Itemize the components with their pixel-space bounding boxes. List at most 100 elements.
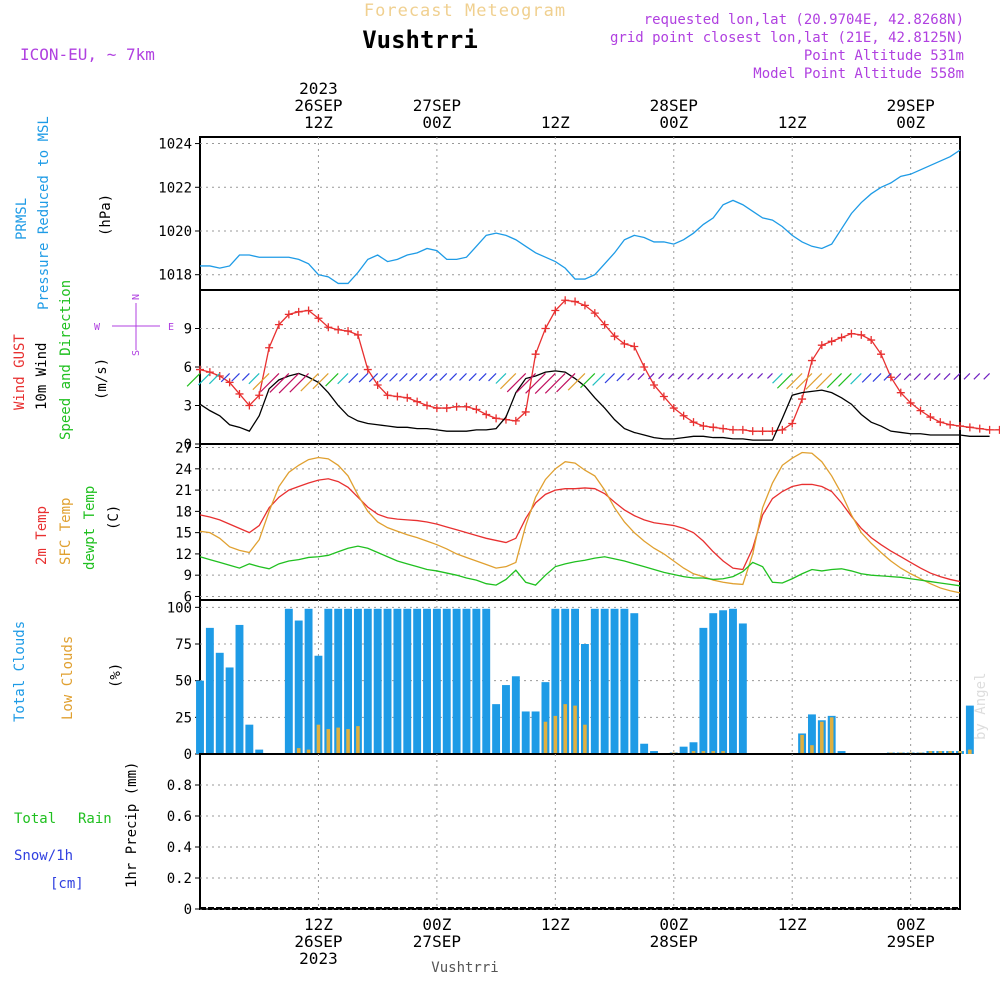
total-cloud-bar [590,608,599,754]
low-cloud-bar [928,751,933,754]
total-cloud-bar [630,613,639,754]
time-label: 29SEP [887,96,935,115]
gust-point [965,423,974,432]
clouds-frame [199,599,961,755]
gust-point [620,339,629,348]
wind-arrow [197,372,211,386]
wind-arrow [300,372,319,392]
y-tick-label: 1020 [158,224,192,240]
gust-point [452,402,461,411]
gust-point [719,424,728,433]
y-tick-label: 18 [175,504,192,520]
total-cloud-bar [729,608,737,754]
gust-point [837,333,846,342]
low-cloud-bar [810,745,814,754]
y-tick-label: 6 [184,360,192,376]
wind-arrow [772,372,783,384]
y-tick-label: 9 [184,322,192,338]
wind-arrow [506,372,527,393]
gust-point [235,389,244,398]
wind-arrow [325,372,339,387]
gust-point [906,398,915,407]
gust-point [225,378,234,387]
total-cloud-bar [383,608,392,754]
rain-label: Rain [78,811,112,827]
wind10m-label: 10m Wind [34,343,50,410]
wind-arrow [637,372,645,381]
wind-panel: 0 3 6 9 [184,289,1000,453]
temp-panel: 6 9 12 15 18 21 24 27 [175,441,961,605]
temp-unit: (C) [106,505,122,530]
time-label: 26SEP [294,932,342,951]
wind-arrow [358,372,369,383]
gust-point [886,373,895,382]
y-tick-label: 1024 [158,137,192,153]
wind-arrow [337,372,349,385]
time-label: 00Z [422,113,451,132]
total-cloud-bar [373,608,382,754]
pressure-frame [199,136,961,291]
total-cloud-bar [452,608,461,754]
time-label: 12Z [541,915,570,934]
total-cloud-bar [492,704,501,754]
wind-arrow [269,372,290,393]
compass-s: S [131,350,142,356]
gust-point [383,391,392,400]
gust-point [432,404,441,413]
gust-point [511,416,520,425]
wind-arrow [278,372,300,394]
gust-point [284,310,293,319]
gust-point [590,309,599,318]
wind-arrow [883,372,892,381]
y-tick-label: 9 [184,568,192,584]
wind-arrow [459,372,467,381]
total-cloud-bar [521,711,530,754]
wind-arrow [592,372,606,386]
y-tick-label: 12 [175,547,192,563]
wind-arrow [220,372,231,383]
total-cloud-bar [640,743,649,754]
wind-arrow [747,372,754,379]
gust-point [630,342,639,351]
gust-point [728,425,737,434]
y-tick-label: 21 [175,483,192,499]
gust-point [995,425,1000,434]
wind-arrow [923,372,931,381]
wind-arrow [478,372,487,382]
wind-arrow [627,372,635,381]
wind-arrow [429,372,438,382]
y-tick-label: 50 [175,674,192,690]
wind-arrow [677,372,685,380]
gust-point [827,337,836,346]
total-cloud-bar [363,608,372,754]
wind-arrow [534,372,556,395]
wind-arrow [668,372,675,380]
wind-arrow [805,372,823,390]
low-cloud-bar [563,704,567,754]
time-label: 26SEP [294,96,342,115]
pressure-panel: 1018 1020 1022 1024 [158,136,961,291]
wind-arrow [658,372,665,380]
gust-point [847,329,856,338]
total-cloud-bar [620,608,629,754]
wind-arrow [973,372,981,380]
total-cloud-bar [709,613,718,754]
wind-arrow [737,372,744,380]
y-tick-label: 75 [175,637,192,653]
wind-arrow [449,372,458,381]
total-cloud-bar [541,682,550,754]
wind-arrow [838,372,852,387]
total-cloud-bar [432,608,441,754]
wind-arrow [697,372,704,380]
wind-arrow [826,372,842,389]
gust-point [610,332,619,341]
gust-point [758,427,767,436]
gust-point [423,401,432,410]
low-cloud-bar [336,727,340,754]
wind-arrow [913,372,921,381]
total-cloud-bar [679,746,688,754]
low-cloud-bar [553,715,558,754]
wind-arrow [707,372,714,380]
wind-arrow [368,372,379,383]
